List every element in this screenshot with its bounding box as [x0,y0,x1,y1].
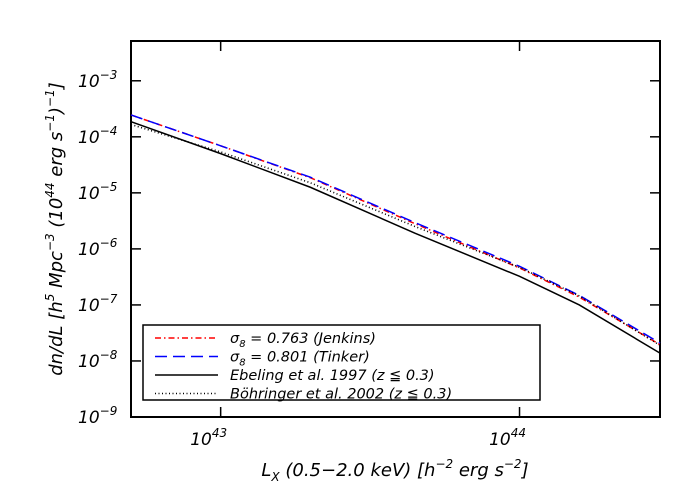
series-ebeling-line [130,120,661,354]
legend-label-ebeling: Ebeling et al. 1997 (z ≦ 0.3) [230,368,435,384]
y-tick-label: 10−6 [78,236,118,260]
y-tick-label: 10−5 [78,180,117,204]
legend-label-bohringer: Böhringer et al. 2002 (z ≦ 0.3) [230,387,452,403]
y-axis-label: dn/dL [h5 Mpc−3 (1044 erg s−1)−1] [43,82,67,376]
axis-ticks: 1043 1044 10−3 10−4 10−5 10−6 10−7 10−8 10−9 [78,41,660,450]
y-tick-label: 10−4 [78,124,117,148]
y-tick-label: 10−7 [78,292,118,316]
y-tick-label: 10−9 [78,404,117,428]
y-tick-label: 10−8 [78,348,118,372]
x-tick-label: 1043 [190,426,227,450]
curves [130,114,661,354]
plot-frame [130,40,661,418]
x-tick-label: 1044 [489,426,526,450]
legend: σ8 = 0.763 (Jenkins)σ8 = 0.801 (Tinker)E… [142,324,541,403]
y-tick-label: 10−3 [78,68,117,92]
series-bohringer-line [130,123,661,346]
legend-label-jenkins: σ8 = 0.763 (Jenkins) [230,331,376,350]
legend-label-tinker: σ8 = 0.801 (Tinker) [230,350,370,369]
x-axis-label: LX (0.5−2.0 keV) [h−2 erg s−2] [261,457,528,484]
series-tinker-line [130,114,661,344]
